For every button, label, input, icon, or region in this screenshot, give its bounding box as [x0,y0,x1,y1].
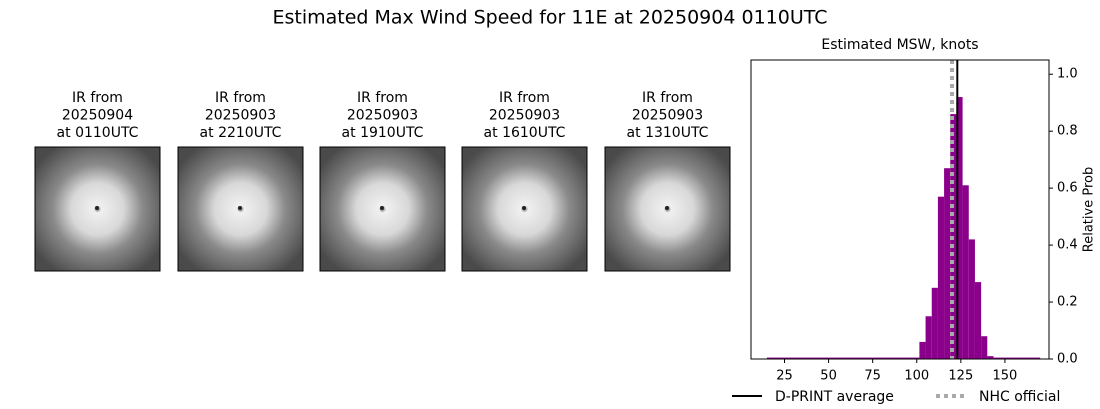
image-caption: IR from [215,90,266,106]
image-caption: IR from [642,90,693,106]
image-caption: at 2210UTC [200,125,282,141]
chart-title: Estimated MSW, knots [821,37,978,53]
bar [987,356,994,359]
figure-title: Estimated Max Wind Speed for 11E at 2025… [272,7,827,29]
image-caption: IR from [72,90,123,106]
image-caption: 20250904 [62,108,133,124]
bar [925,316,932,359]
bar [974,282,982,359]
image-caption: at 1610UTC [484,125,566,141]
y-tick-label: 0.6 [1057,181,1078,196]
image-caption: 20250903 [205,108,276,124]
x-tick-label: 75 [864,369,881,384]
bar [919,341,926,359]
y-tick-label: 0.8 [1057,124,1078,139]
image-caption: at 1910UTC [342,125,424,141]
bar [993,357,1041,359]
image-caption: 20250903 [632,108,703,124]
storm-eye [380,206,384,210]
bar [962,185,969,359]
legend-label: NHC official [979,389,1060,405]
bar [944,168,951,359]
bar [937,196,945,359]
bar [766,357,920,359]
y-tick-label: 0.4 [1057,238,1078,253]
y-tick-label: 1.0 [1057,67,1078,82]
x-tick-label: 25 [776,369,793,384]
x-tick-label: 125 [948,369,973,384]
bar [968,239,975,359]
image-caption: IR from [357,90,408,106]
x-tick-label: 100 [904,369,929,384]
storm-eye [665,206,669,210]
image-caption: at 0110UTC [57,125,139,141]
y-tick-label: 0.0 [1057,352,1078,367]
image-caption: at 1310UTC [627,125,709,141]
bar [981,336,988,359]
bar [931,287,938,359]
x-tick-label: 50 [820,369,837,384]
image-caption: 20250903 [489,108,560,124]
y-axis-label: Relative Prob [1082,167,1097,252]
legend-label: D-PRINT average [775,389,894,405]
storm-eye [95,206,99,210]
storm-eye [522,206,526,210]
y-tick-label: 0.2 [1057,295,1078,310]
x-tick-label: 150 [993,369,1018,384]
plot-frame [750,59,1050,360]
image-caption: IR from [499,90,550,106]
bar [956,97,963,360]
storm-eye [238,206,242,210]
image-caption: 20250903 [347,108,418,124]
